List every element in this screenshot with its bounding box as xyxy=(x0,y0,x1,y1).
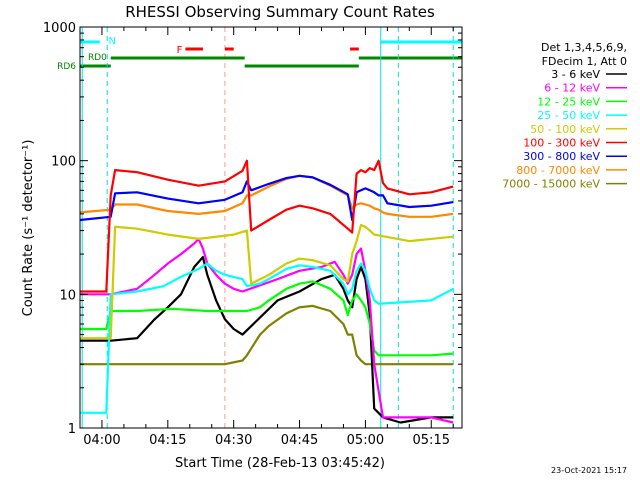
flag-bars: N F RD0 RD6 xyxy=(57,36,462,72)
legend-label: 12 - 25 keV xyxy=(537,95,600,108)
legend-label: 3 - 6 keV xyxy=(551,68,600,81)
flare-flag-label: F xyxy=(177,45,183,56)
plot-frame xyxy=(79,26,463,429)
x-tick-label: 05:15 xyxy=(413,433,450,448)
series-line xyxy=(79,174,454,222)
series-line xyxy=(80,237,454,424)
series-line xyxy=(80,256,454,424)
series-line xyxy=(80,304,454,366)
series-line xyxy=(80,280,454,357)
plot-timestamp: 23-Oct-2021 15:17 xyxy=(551,466,627,475)
x-tick-label: 04:15 xyxy=(149,433,186,448)
x-tick-label: 04:30 xyxy=(215,433,252,448)
series-line xyxy=(80,223,454,340)
legend-label: 7000 - 15000 keV xyxy=(502,178,600,191)
rd6-flag-label: RD6 xyxy=(57,62,76,72)
legend-label: 800 - 7000 keV xyxy=(516,164,600,177)
x-axis-label: Start Time (28-Feb-13 03:45:42) xyxy=(175,456,385,471)
chart-title: RHESSI Observing Summary Count Rates xyxy=(125,3,435,21)
legend-label: 25 - 50 keV xyxy=(537,109,600,122)
y-tick-label: 10 xyxy=(59,288,76,303)
series-line xyxy=(80,262,454,414)
y-axis-label: Count Rate (s⁻¹ detector⁻¹) xyxy=(21,140,36,317)
axes: 1 10 100 1000 04:00 04:15 04:30 04:45 05:00 05:15 xyxy=(43,21,462,448)
legend-label: 6 - 12 keV xyxy=(544,82,600,95)
legend-label: 100 - 300 keV xyxy=(523,137,600,150)
x-tick-label: 04:45 xyxy=(281,433,318,448)
y-tick-label: 100 xyxy=(51,155,76,170)
legend-label: 300 - 800 keV xyxy=(523,150,600,163)
y-tick-label: 1000 xyxy=(43,21,76,36)
legend-label: 50 - 100 keV xyxy=(530,123,600,136)
rd0-flag-label: RD0 xyxy=(88,53,107,63)
night-flag-label: N xyxy=(109,36,116,47)
y-tick-label: 1 xyxy=(68,422,76,437)
x-tick-label: 04:00 xyxy=(83,433,120,448)
legend-header-decimation: FDecim 1, Att 0 xyxy=(542,55,627,68)
series-line xyxy=(80,159,454,293)
x-tick-label: 05:00 xyxy=(347,433,384,448)
series-layer xyxy=(79,159,454,424)
legend-header-detectors: Det 1,3,4,5,6,9, xyxy=(541,41,627,54)
